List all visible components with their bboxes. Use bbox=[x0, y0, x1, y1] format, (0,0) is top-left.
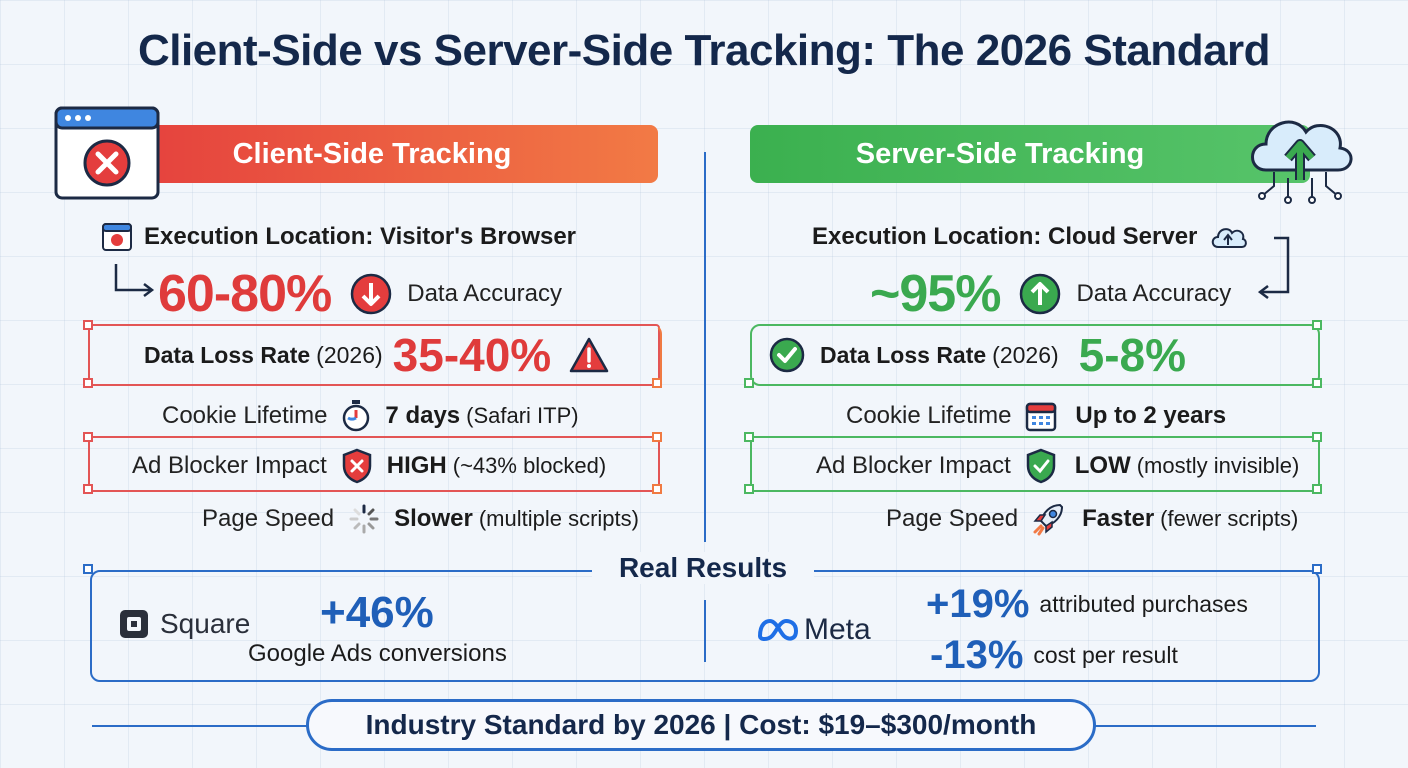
client-adblock-note: (~43% blocked) bbox=[452, 453, 607, 478]
square-logo-icon bbox=[120, 610, 148, 638]
selection-handle bbox=[744, 378, 754, 388]
client-speed-label: Page Speed bbox=[202, 505, 335, 532]
server-adblock-value: LOW bbox=[1074, 452, 1131, 479]
cloud-small-icon bbox=[1212, 228, 1248, 248]
meta-label-cost: cost per result bbox=[1033, 641, 1178, 668]
server-loss-value: 5-8% bbox=[1078, 329, 1187, 381]
arrow-up-circle-icon bbox=[1020, 273, 1061, 315]
server-adblock-box bbox=[750, 436, 1320, 492]
server-side-banner-label: Server-Side Tracking bbox=[855, 137, 1145, 170]
server-execution-location: Execution Location: Cloud Server bbox=[812, 223, 1198, 250]
server-loss-box bbox=[750, 324, 1320, 386]
square-label: Google Ads conversions bbox=[248, 640, 507, 667]
cloud-upload-icon bbox=[1251, 120, 1353, 204]
selection-handle bbox=[83, 484, 93, 494]
client-accuracy-label: Data Accuracy bbox=[407, 280, 562, 307]
center-divider bbox=[704, 152, 706, 542]
client-loss-year: (2026) bbox=[316, 341, 383, 368]
meta-value-purchases: +19% bbox=[926, 581, 1030, 626]
server-cookie-label: Cookie Lifetime bbox=[846, 402, 1012, 429]
client-accuracy-value: 60-80% bbox=[158, 265, 332, 323]
shield-check-icon bbox=[1026, 448, 1055, 484]
meta-brand: Meta bbox=[804, 613, 871, 646]
server-adblock-note: (mostly invisible) bbox=[1136, 453, 1300, 478]
client-speed-note: (multiple scripts) bbox=[478, 506, 639, 531]
selection-handle bbox=[744, 432, 754, 442]
server-arrow-connector bbox=[1258, 236, 1290, 299]
rocket-icon bbox=[1033, 503, 1064, 536]
client-adblock-box bbox=[88, 436, 660, 492]
square-value: +46% bbox=[320, 588, 434, 637]
server-loss-year: (2026) bbox=[992, 341, 1059, 368]
server-speed-value: Faster bbox=[1082, 505, 1155, 532]
selection-handle bbox=[83, 378, 93, 388]
client-adblock-value: HIGH bbox=[386, 452, 447, 479]
meta-value-cost: -13% bbox=[930, 632, 1024, 677]
selection-handle bbox=[1312, 378, 1322, 388]
selection-handle bbox=[744, 484, 754, 494]
client-cookie-note: (Safari ITP) bbox=[466, 403, 579, 428]
server-speed-label: Page Speed bbox=[886, 505, 1019, 532]
loading-spinner-icon bbox=[349, 504, 379, 534]
selection-handle bbox=[1312, 564, 1322, 574]
client-cookie-value: 7 days bbox=[385, 402, 461, 429]
client-loss-value: 35-40% bbox=[392, 329, 552, 381]
client-arrow-connector bbox=[114, 264, 155, 297]
check-circle-icon bbox=[769, 337, 805, 373]
selection-handle bbox=[1312, 432, 1322, 442]
server-speed-note: (fewer scripts) bbox=[1160, 506, 1299, 531]
selection-handle bbox=[1312, 484, 1322, 494]
square-brand: Square bbox=[160, 608, 251, 639]
arrow-down-circle-icon bbox=[350, 273, 392, 315]
shield-x-icon bbox=[342, 448, 371, 484]
selection-handle bbox=[83, 432, 93, 442]
client-cookie-label: Cookie Lifetime bbox=[162, 402, 328, 429]
client-side-banner: Client-Side Tracking bbox=[96, 125, 658, 183]
selection-handle bbox=[1312, 320, 1322, 330]
meta-label-purchases: attributed purchases bbox=[1039, 590, 1248, 617]
server-side-banner: Server-Side Tracking bbox=[750, 125, 1310, 183]
browser-error-icon bbox=[54, 106, 160, 200]
server-adblock-label: Ad Blocker Impact bbox=[816, 452, 1011, 479]
calendar-icon bbox=[1026, 402, 1057, 432]
server-cookie-value: Up to 2 years bbox=[1075, 402, 1227, 429]
warning-icon bbox=[569, 337, 609, 373]
results-divider bbox=[704, 600, 706, 662]
client-adblock-label: Ad Blocker Impact bbox=[132, 452, 327, 479]
server-accuracy-value: ~95% bbox=[870, 265, 1001, 323]
selection-handle bbox=[83, 564, 93, 574]
real-results-title: Real Results bbox=[592, 552, 814, 584]
client-loss-label: Data Loss Rate bbox=[144, 341, 311, 368]
client-side-banner-label: Client-Side Tracking bbox=[232, 137, 512, 170]
browser-small-icon bbox=[102, 223, 132, 251]
selection-handle bbox=[652, 432, 662, 442]
client-loss-box bbox=[88, 324, 660, 386]
client-loss-box-edge bbox=[88, 324, 662, 388]
server-accuracy-label: Data Accuracy bbox=[1076, 280, 1232, 307]
server-loss-label: Data Loss Rate bbox=[820, 341, 987, 368]
footer-pill: Industry Standard by 2026 | Cost: $19–$3… bbox=[306, 699, 1096, 751]
selection-handle bbox=[652, 484, 662, 494]
page-title: Client-Side vs Server-Side Tracking: The… bbox=[137, 26, 1271, 75]
client-execution-location: Execution Location: Visitor's Browser bbox=[144, 223, 577, 250]
selection-handle bbox=[652, 378, 662, 388]
meta-logo-icon bbox=[758, 619, 798, 641]
footer-text: Industry Standard by 2026 | Cost: $19–$3… bbox=[365, 709, 1037, 740]
client-speed-value: Slower bbox=[394, 505, 473, 532]
selection-handle bbox=[83, 320, 93, 330]
stopwatch-icon bbox=[343, 400, 370, 432]
